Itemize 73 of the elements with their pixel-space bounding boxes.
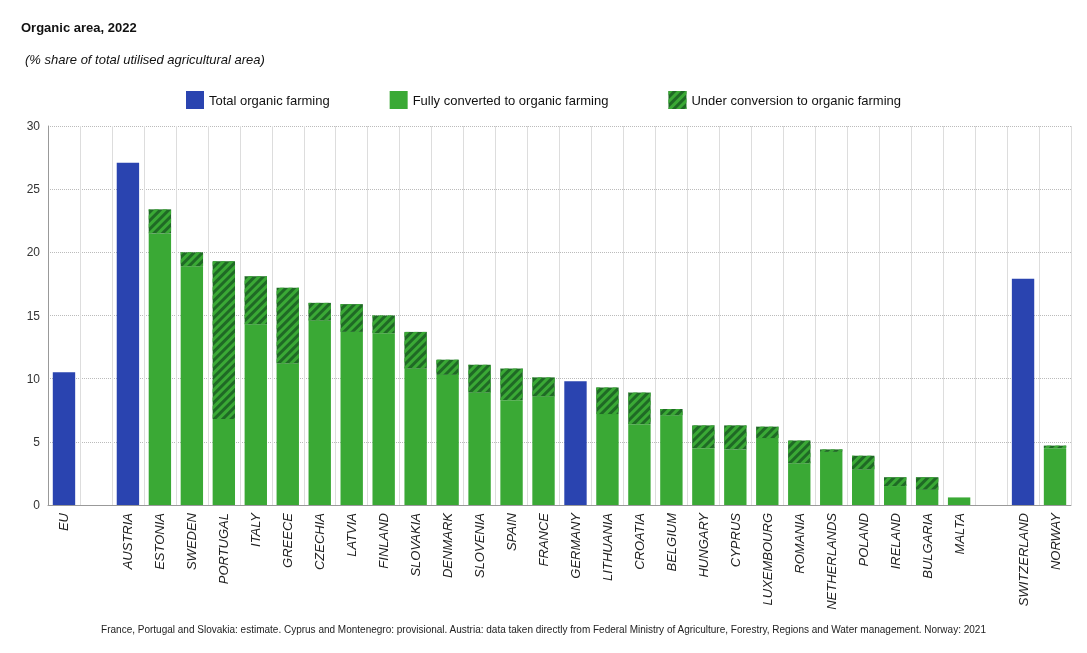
x-tick-label: POLAND <box>855 513 871 567</box>
y-tick-label: 25 <box>26 182 41 197</box>
x-tick-label: GERMANY <box>567 511 583 579</box>
bar <box>724 449 747 505</box>
x-tick-label: BELGIUM <box>663 512 679 572</box>
x-tick-label: LITHUANIA <box>599 513 615 581</box>
bar <box>756 438 779 505</box>
x-tick-label: SLOVENIA <box>472 513 488 579</box>
x-tick-label: PORTUGAL <box>216 513 232 585</box>
y-tick-label: 20 <box>26 245 41 260</box>
bar <box>628 424 651 505</box>
bar <box>532 396 555 505</box>
x-tick-label: CYPRUS <box>727 512 743 568</box>
bar <box>468 392 491 505</box>
bar <box>212 419 236 505</box>
text: France, Portugal and Slovakia: estimate. Cyprus and Montenegro: provisional. Austria: data taken directly from Federal Ministry of Agriculture, Forestry, Regions and Water management. Norway: 2021 <box>101 623 987 635</box>
bar <box>1043 448 1067 505</box>
bar <box>116 162 140 505</box>
x-tick-label: NETHERLANDS <box>823 512 839 610</box>
y-tick-label: 15 <box>26 308 41 323</box>
bar <box>947 497 971 505</box>
legend-label: Fully converted to organic farming <box>412 92 609 108</box>
bar <box>244 324 267 505</box>
x-tick-label: MALTA <box>951 513 967 555</box>
y-tick-label: 5 <box>33 434 41 449</box>
bar <box>915 489 939 505</box>
x-tick-label: NORWAY <box>1047 511 1063 571</box>
bar <box>500 400 523 505</box>
bar <box>596 414 619 505</box>
y-tick-label: 30 <box>26 119 41 133</box>
bar <box>52 372 76 505</box>
bar <box>180 266 204 505</box>
legend-label: Under conversion to organic farming <box>691 92 902 108</box>
bar <box>372 333 395 505</box>
bar <box>852 469 875 505</box>
x-tick-label: AUSTRIA <box>120 513 136 571</box>
bar <box>564 381 587 505</box>
x-tick-label: HUNGARY <box>695 511 711 578</box>
bar <box>340 331 363 505</box>
x-tick-label: DENMARK <box>440 511 456 579</box>
x-tick-label: CROATIA <box>631 513 647 570</box>
x-tick-label: BULGARIA <box>919 513 935 579</box>
x-tick-label: CZECHIA <box>312 513 328 571</box>
x-tick-label: LATVIA <box>344 513 360 557</box>
y-tick-label: 10 <box>26 371 41 386</box>
x-tick-label: FRANCE <box>536 512 552 567</box>
x-tick-label: GREECE <box>280 512 296 568</box>
x-tick-label: ITALY <box>248 511 264 547</box>
x-tick-label: SLOVAKIA <box>408 513 424 577</box>
bar <box>660 415 683 505</box>
x-tick-label: LUXEMBOURG <box>759 513 775 606</box>
x-tick-label: ROMANIA <box>791 513 807 574</box>
y-tick-label: 0 <box>33 498 41 512</box>
bar <box>820 451 843 505</box>
bar <box>692 448 715 505</box>
bar <box>883 486 907 505</box>
chart-subtitle: (% share of total utilised agricultural area) <box>25 52 265 67</box>
x-tick-label: EU <box>56 512 72 532</box>
bar <box>276 363 299 505</box>
x-tick-label: SPAIN <box>504 512 520 552</box>
bar <box>788 463 811 505</box>
x-tick-label: ESTONIA <box>152 513 168 570</box>
bar <box>148 233 172 505</box>
bar <box>436 374 459 505</box>
legend-label: Total organic farming <box>208 92 330 108</box>
x-tick-label: SWEDEN <box>184 512 200 571</box>
x-tick-label: FINLAND <box>376 513 392 569</box>
x-tick-label: SWITZERLAND <box>1015 513 1031 607</box>
bar <box>308 320 331 505</box>
x-tick-label: IRELAND <box>887 513 903 570</box>
bar <box>1011 278 1035 505</box>
chart-title: Organic area, 2022 <box>21 20 137 35</box>
bar <box>404 368 427 505</box>
